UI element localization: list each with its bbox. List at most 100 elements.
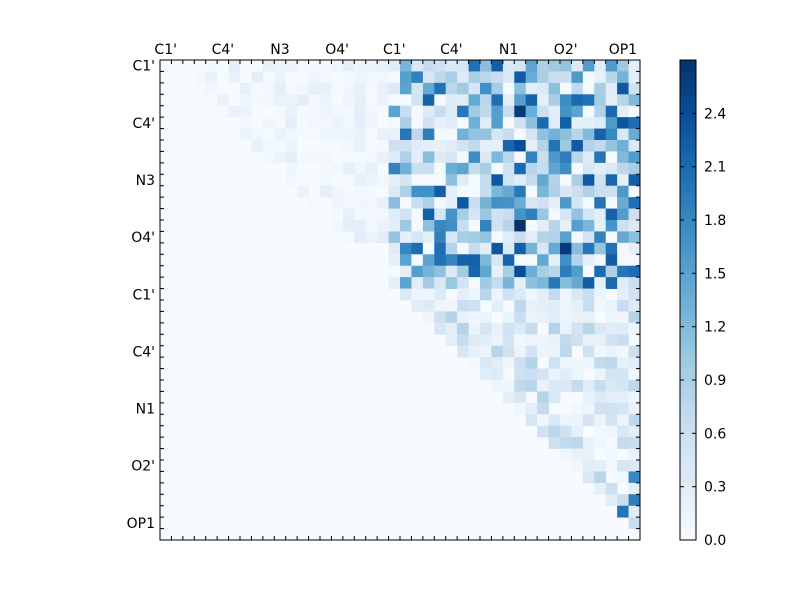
heatmap-cell — [514, 128, 527, 141]
heatmap-cell — [560, 94, 572, 107]
heatmap-cell — [445, 231, 458, 244]
heatmap-cell — [537, 128, 549, 141]
heatmap-cell — [514, 242, 527, 255]
heatmap-cell — [377, 208, 389, 221]
heatmap-cell — [434, 151, 447, 164]
heatmap-cell — [377, 151, 389, 164]
heatmap-cell — [457, 288, 469, 301]
heatmap-cell — [388, 82, 401, 95]
heatmap-cell — [445, 82, 458, 95]
heatmap-cell — [571, 425, 584, 438]
heatmap-cell — [422, 82, 435, 95]
heatmap-cell — [434, 94, 447, 107]
heatmap-cell — [491, 105, 504, 118]
heatmap-cell — [217, 105, 229, 118]
heatmap-cell — [491, 197, 504, 209]
heatmap-cell — [548, 391, 561, 404]
heatmap-cell — [434, 254, 447, 267]
heatmap-cell — [628, 174, 641, 187]
heatmap-cell — [582, 471, 595, 484]
heatmap-cell — [480, 174, 492, 187]
heatmap-cell — [388, 71, 401, 84]
heatmap-cell — [628, 128, 641, 141]
heatmap-cell — [491, 185, 504, 198]
heatmap-cell — [617, 494, 629, 507]
heatmap-cell — [537, 60, 549, 72]
heatmap-cell — [422, 254, 435, 267]
heatmap-cell — [491, 288, 504, 301]
heatmap-cell — [617, 208, 629, 221]
heatmap-cell — [605, 265, 618, 278]
heatmap-cell — [457, 220, 469, 232]
heatmap-cell — [491, 345, 504, 358]
heatmap-cell — [285, 105, 298, 118]
heatmap-cell — [365, 197, 378, 209]
heatmap-cell — [617, 242, 629, 255]
heatmap-cell — [582, 288, 595, 301]
heatmap-cell — [491, 231, 504, 244]
heatmap-cell — [537, 368, 549, 381]
heatmap-cell — [377, 82, 389, 95]
heatmap-cell — [605, 254, 618, 267]
heatmap-cell — [388, 60, 401, 72]
colorbar-tick-label: 0.0 — [704, 533, 726, 549]
heatmap-cell — [628, 460, 641, 472]
heatmap-cell — [388, 185, 401, 198]
heatmap-cell — [411, 162, 424, 175]
heatmap-cell — [560, 208, 572, 221]
heatmap-cell — [457, 334, 469, 347]
heatmap-cell — [560, 265, 572, 278]
heatmap-cell — [400, 140, 412, 152]
heatmap-cell — [605, 60, 618, 72]
heatmap-cell — [605, 391, 618, 404]
heatmap-cell — [571, 105, 584, 118]
heatmap-cell — [594, 265, 607, 278]
heatmap-cell — [582, 71, 595, 84]
heatmap-cell — [422, 151, 435, 164]
heatmap-cell — [594, 128, 607, 141]
heatmap-cell — [502, 334, 515, 347]
heatmap-cell — [491, 208, 504, 221]
heatmap-cell — [548, 242, 561, 255]
heatmap-cell — [400, 185, 412, 198]
heatmap-cell — [251, 140, 264, 152]
heatmap-cell — [194, 60, 207, 72]
heatmap-cell — [605, 345, 618, 358]
heatmap-cell — [537, 197, 549, 209]
heatmap-cell — [605, 368, 618, 381]
heatmap-cell — [502, 288, 515, 301]
heatmap-cell — [411, 140, 424, 152]
heatmap-cell — [434, 105, 447, 118]
heatmap-cell — [537, 345, 549, 358]
heatmap-cell — [274, 151, 287, 164]
heatmap-cell — [434, 300, 447, 312]
heatmap-cell — [491, 357, 504, 369]
heatmap-cell — [457, 105, 469, 118]
heatmap-cell — [605, 151, 618, 164]
heatmap-cell — [582, 117, 595, 129]
heatmap-cell — [365, 208, 378, 221]
heatmap-cell — [468, 208, 481, 221]
heatmap-cell — [457, 128, 469, 141]
heatmap-cell — [411, 60, 424, 72]
heatmap-cell — [377, 140, 389, 152]
heatmap-cell — [560, 300, 572, 312]
heatmap-cell — [285, 117, 298, 129]
heatmap-cell — [468, 254, 481, 267]
heatmap-cell — [411, 82, 424, 95]
heatmap-cell — [354, 174, 367, 187]
heatmap-cell — [548, 311, 561, 324]
heatmap-cell — [571, 208, 584, 221]
heatmap-cell — [457, 254, 469, 267]
heatmap-cell — [434, 174, 447, 187]
heatmap-cell — [560, 322, 572, 335]
heatmap-cell — [320, 60, 332, 72]
heatmap-cell — [354, 117, 367, 129]
heatmap-cell — [400, 254, 412, 267]
colorbar — [679, 59, 697, 541]
heatmap-cell — [537, 151, 549, 164]
heatmap-cell — [297, 94, 309, 107]
heatmap-cell — [514, 220, 527, 232]
heatmap-cell — [571, 174, 584, 187]
heatmap-cell — [502, 82, 515, 95]
